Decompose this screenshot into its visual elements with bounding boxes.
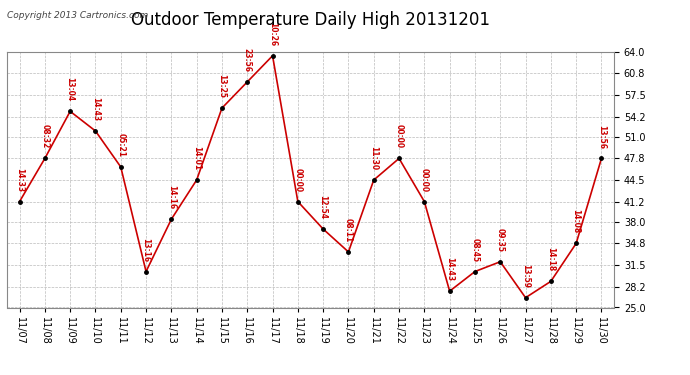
- Text: 14:16: 14:16: [167, 185, 176, 209]
- Text: 13:56: 13:56: [597, 124, 606, 148]
- Text: 13:25: 13:25: [217, 74, 226, 98]
- Text: 00:00: 00:00: [420, 168, 429, 192]
- Text: 13:59: 13:59: [521, 264, 530, 288]
- Text: Temperature (°F): Temperature (°F): [533, 40, 640, 50]
- Text: 08:45: 08:45: [471, 238, 480, 262]
- Text: 14:08: 14:08: [571, 209, 581, 234]
- Text: 00:00: 00:00: [293, 168, 302, 192]
- Text: Outdoor Temperature Daily High 20131201: Outdoor Temperature Daily High 20131201: [131, 11, 490, 29]
- Text: 05:21: 05:21: [116, 133, 126, 157]
- Text: 14:01: 14:01: [192, 146, 201, 170]
- Text: 11:30: 11:30: [369, 146, 378, 170]
- Text: 10:26: 10:26: [268, 22, 277, 46]
- Text: 12:54: 12:54: [319, 195, 328, 219]
- Text: Copyright 2013 Cartronics.com: Copyright 2013 Cartronics.com: [7, 11, 148, 20]
- Text: 14:18: 14:18: [546, 247, 555, 272]
- Text: 13:16: 13:16: [141, 238, 150, 262]
- Text: 23:56: 23:56: [243, 48, 252, 72]
- Text: 08:32: 08:32: [40, 124, 50, 148]
- Text: 00:00: 00:00: [395, 124, 404, 148]
- Text: 14:33: 14:33: [15, 168, 24, 192]
- Text: 08:11: 08:11: [344, 218, 353, 242]
- Text: 14:43: 14:43: [445, 257, 454, 281]
- Text: 13:04: 13:04: [66, 77, 75, 102]
- Text: 09:35: 09:35: [495, 228, 505, 252]
- Text: 14:43: 14:43: [91, 97, 100, 121]
